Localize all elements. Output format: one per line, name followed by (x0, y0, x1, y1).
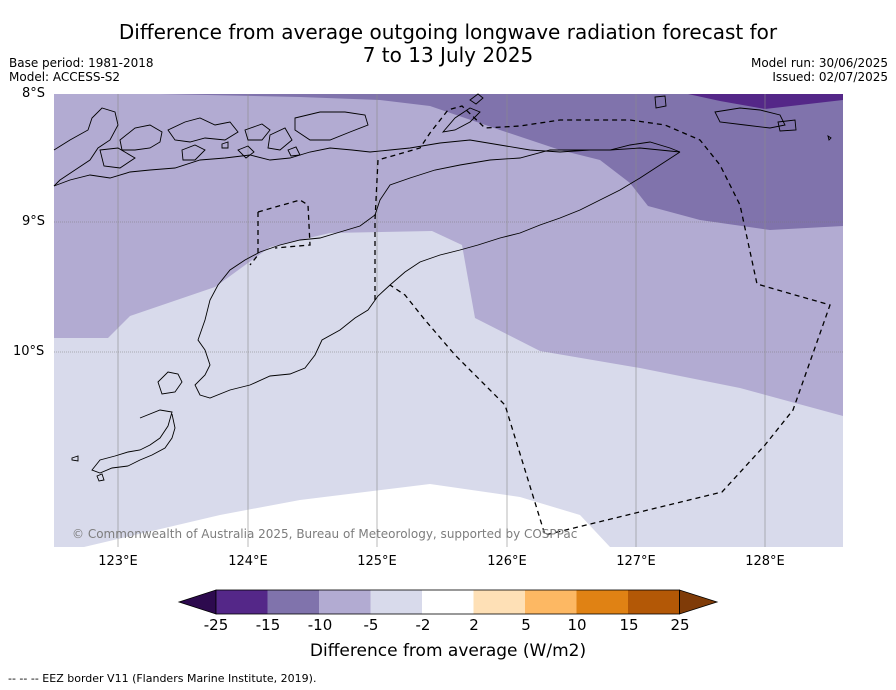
lat-label-8s: 8°S (22, 86, 46, 101)
coastlines (53, 93, 832, 482)
coast-island-chain-north (53, 107, 119, 187)
colorbar-tick: 2 (469, 616, 479, 634)
colorbar-tick: 5 (521, 616, 531, 634)
colorbar-swatch (267, 590, 319, 614)
colorbar-frame (215, 589, 680, 615)
colorbar-tick: -5 (363, 616, 379, 634)
colorbar-tick: -2 (415, 616, 431, 634)
lon-label-126e: 126°E (487, 554, 527, 569)
colorbar-swatch (525, 590, 577, 614)
model-text: Model: ACCESS-S2 (9, 70, 121, 84)
colorbar-extend-high (679, 589, 719, 615)
coast-islands-northeast (654, 95, 667, 109)
lat-label-10s: 10°S (13, 344, 45, 359)
colorbar-swatch (319, 590, 371, 614)
lon-label-128e: 128°E (745, 554, 785, 569)
colorbar-tick: 15 (619, 616, 639, 634)
colorbar-label: Difference from average (W/m2) (309, 641, 587, 661)
copyright-text: © Commonwealth of Australia 2025, Bureau… (72, 527, 578, 541)
colorbar-swatch (628, 590, 680, 614)
graticule-meridians (117, 94, 766, 547)
colorbar-swatch (576, 590, 628, 614)
colorbar-tick: -25 (203, 616, 229, 634)
colorbar-tick: 25 (670, 616, 690, 634)
model-run-text: Model run: 30/06/2025 (750, 56, 888, 70)
anomaly-band-neutral (84, 484, 610, 547)
graticule (54, 221, 843, 353)
coast-savu (157, 371, 183, 395)
colorbar-swatch (473, 590, 525, 614)
map-plot-area (53, 93, 843, 547)
base-period-text: Base period: 1981-2018 (9, 56, 154, 70)
lon-label-124e: 124°E (228, 554, 268, 569)
lon-label-127e: 127°E (616, 554, 656, 569)
colorbar-swatch (370, 590, 422, 614)
colorbar-tick: -15 (255, 616, 281, 634)
map-title-line2: 7 to 13 July 2025 (362, 43, 534, 67)
coast-rote (91, 409, 176, 474)
lon-label-125e: 125°E (357, 554, 397, 569)
coast-timor (194, 147, 681, 399)
lat-label-9s: 9°S (22, 214, 46, 229)
colorbar-tick: 10 (567, 616, 587, 634)
anomaly-band-minus25-to-minus15 (688, 94, 843, 109)
eez-legend-text: -- -- -- EEZ border V11 (Flanders Marine… (8, 672, 317, 685)
issued-text: Issued: 02/07/2025 (772, 70, 888, 84)
colorbar-swatch (216, 590, 268, 614)
colorbar-tick: -10 (307, 616, 333, 634)
coast-wetar (441, 107, 481, 133)
anomaly-band-minus15-to-minus10 (160, 94, 843, 230)
lon-label-123e: 123°E (98, 554, 138, 569)
colorbar-swatch (422, 590, 474, 614)
colorbar-extend-low (177, 589, 217, 615)
eez-border (249, 105, 831, 536)
map-title-line1: Difference from average outgoing longwav… (118, 20, 778, 44)
colorbar-swatches (177, 589, 719, 615)
